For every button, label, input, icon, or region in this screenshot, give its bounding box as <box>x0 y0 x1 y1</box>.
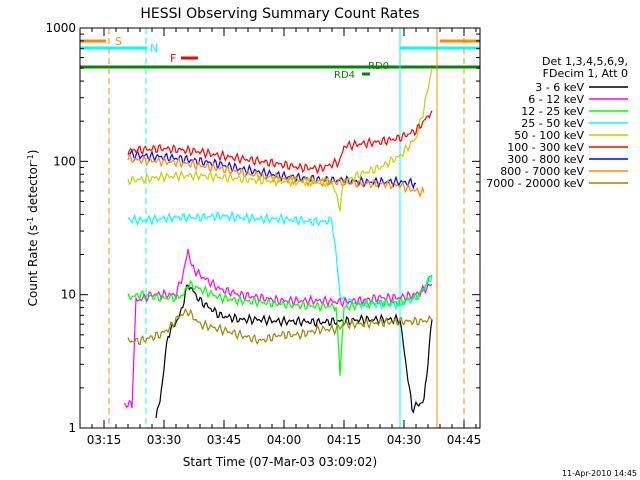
y-axis-label-main: Count Rate (s <box>26 225 40 307</box>
legend-entry-label: 800 - 7000 keV <box>500 165 584 178</box>
x-tick-label: 04:45 <box>447 433 482 447</box>
x-tick-label: 04:30 <box>387 433 422 447</box>
series-line-9 <box>127 307 433 346</box>
y-axis-label-sup2: -1 <box>26 154 35 162</box>
legend-header-line1: Det 1,3,4,5,6,9, <box>542 55 628 68</box>
y-axis-label-mid: detector <box>26 162 40 217</box>
legend-entry-label: 6 - 12 keV <box>528 93 584 106</box>
x-tick-label: 03:45 <box>207 433 242 447</box>
annotation-bars: S NF RD0 RD4 <box>80 28 480 428</box>
y-tick-label: 10 <box>61 288 76 302</box>
y-axis-label-end: ) <box>26 150 40 155</box>
series-line-6 <box>127 110 433 175</box>
series-line-8 <box>127 153 425 199</box>
axes-group: 1 10 100 1000 03:15 03:30 03:45 04:00 04:15 04:30… <box>45 21 481 447</box>
saa-label: S <box>115 35 122 48</box>
legend-entry-label: 25 - 50 keV <box>521 117 584 130</box>
legend-header-line2: FDecim 1, Att 0 <box>543 67 628 80</box>
y-tick-label: 1 <box>68 421 76 435</box>
x-axis-label: Start Time (07-Mar-03 03:09:02) <box>183 455 377 469</box>
plot-frame <box>79 27 481 429</box>
rd0-label: RD0 <box>368 61 389 72</box>
series-group <box>123 67 433 418</box>
legend-entry-label: 100 - 300 keV <box>507 141 584 154</box>
series-line-4 <box>127 210 433 311</box>
flare-label: F <box>170 52 176 65</box>
series-line-3 <box>127 274 433 376</box>
legend-entry-label: 300 - 800 keV <box>507 153 584 166</box>
legend-entry-label: 50 - 100 keV <box>514 129 584 142</box>
y-axis-label-sup1: -1 <box>26 217 35 225</box>
legend-entry-label: 7000 - 20000 keV <box>486 177 584 190</box>
series-line-5 <box>127 67 433 212</box>
chart-title: HESSI Observing Summary Count Rates <box>140 6 419 22</box>
x-tick-label: 03:30 <box>147 433 182 447</box>
x-tick-label: 04:00 <box>267 433 302 447</box>
series-line-2 <box>123 248 433 409</box>
footer-timestamp: 11-Apr-2010 14:45 <box>562 469 637 478</box>
legend-entry-label: 3 - 6 keV <box>535 81 584 94</box>
y-tick-label: 100 <box>53 154 76 168</box>
night-label: N <box>150 42 158 55</box>
y-tick-label: 1000 <box>45 21 76 35</box>
y-axis-label: Count Rate (s-1 detector-1) <box>26 150 40 307</box>
x-tick-label: 03:15 <box>87 433 122 447</box>
legend-entry-label: 12 - 25 keV <box>521 105 584 118</box>
rd4-label: RD4 <box>334 70 355 81</box>
x-tick-label: 04:15 <box>327 433 362 447</box>
